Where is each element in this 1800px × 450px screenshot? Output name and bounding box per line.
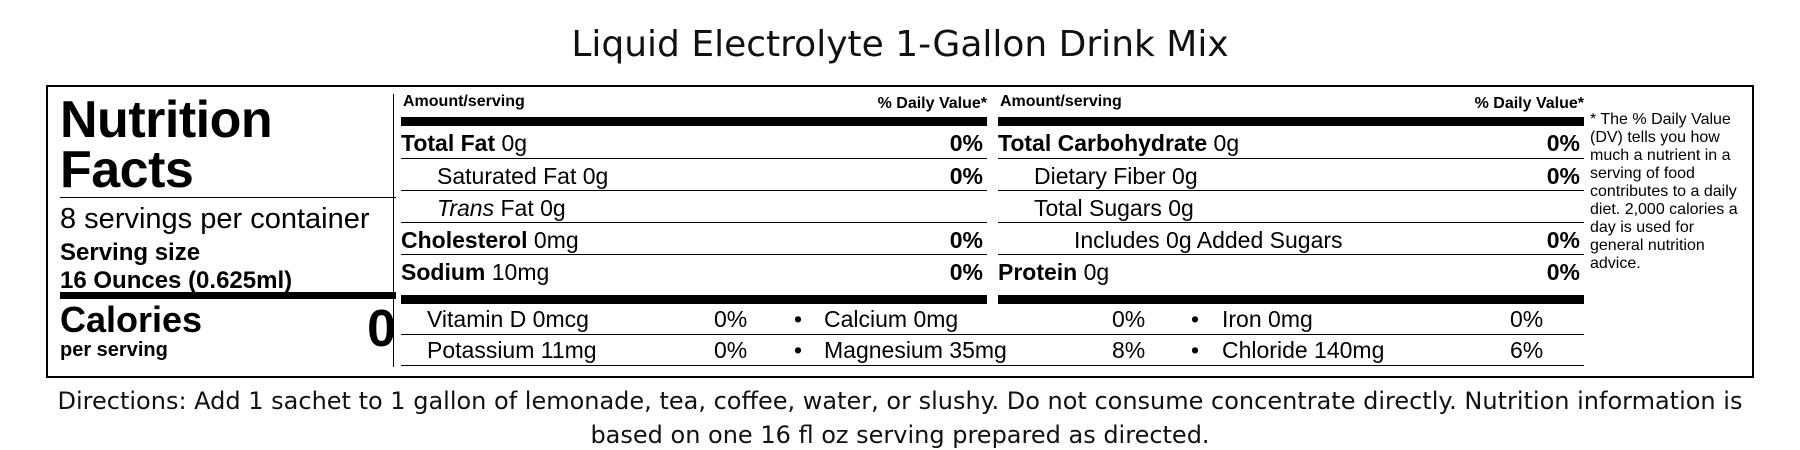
nutrient-row-saturated-fat: Saturated Fat 0g 0% [401,158,987,190]
nutrition-facts-heading: Nutrition Facts [60,91,273,199]
calories-sub-label: per serving [60,339,168,361]
iron-pct: 0% [1510,306,1544,332]
nutrient-row-protein: Protein 0g 0% [998,254,1584,286]
nutrient-row-total-carbohydrate: Total Carbohydrate 0g 0% [998,130,1580,156]
directions-text: Directions: Add 1 sachet to 1 gallon of … [57,387,1743,449]
nutrient-row-cholesterol: Cholesterol 0mg 0% [401,222,987,254]
iron-label: Iron 0mg [1222,306,1313,332]
nutrient-row-total-fat: Total Fat 0g 0% [401,130,983,156]
header-bar [401,117,987,126]
potassium-pct: 0% [714,337,748,363]
calcium-label: Calcium 0mg [824,306,959,332]
nutrient-row-dietary-fiber: Dietary Fiber 0g 0% [998,158,1584,190]
chloride-label: Chloride 140mg [1222,337,1385,363]
amount-header: Amount/serving [403,93,525,110]
chloride-pct: 6% [1510,337,1544,363]
nutrition-summary: Nutrition Facts 8 servings per container… [60,87,396,376]
nutrient-column-2: Amount/serving % Daily Value* Total Carb… [998,87,1584,287]
vitamin-d-pct: 0% [714,306,748,332]
bullet: • [794,306,803,332]
amount-header: Amount/serving [1000,93,1122,110]
nutrient-row-added-sugars: Includes 0g Added Sugars 0% [998,222,1584,254]
nutrient-row-sodium: Sodium 10mg 0% [401,254,987,286]
vitamins-row-1: Vitamin D 0mcg 0% • Calcium 0mg 0% • Iro… [401,304,1584,334]
serving-size-label: Serving size [60,239,201,266]
nutrient-row-total-sugars: Total Sugars 0g [998,190,1584,222]
calories-value: 0 [367,300,396,358]
divider [401,334,1584,335]
potassium-label: Potassium 11mg [427,337,597,363]
daily-value-header: % Daily Value* [1474,95,1584,112]
nutrient-row-trans-fat: Trans Fat 0g [401,190,987,222]
magnesium-pct: 8% [1112,337,1146,363]
header-bar [998,117,1584,126]
bullet: • [794,337,803,363]
daily-value-header: % Daily Value* [877,95,987,112]
column-header: Amount/serving % Daily Value* [998,93,1584,115]
page-title: Liquid Electrolyte 1-Gallon Drink Mix [571,24,1229,65]
divider [60,197,396,198]
daily-value-footnote: * The % Daily Value (DV) tells you how m… [1590,111,1738,272]
magnesium-label: Magnesium 35mg [824,337,1007,363]
divider-thick [60,292,396,299]
calcium-pct: 0% [1112,306,1146,332]
bullet: • [1191,306,1200,332]
serving-size-value: 16 Ounces (0.625ml) [60,267,293,294]
calories-label: Calories [60,299,203,340]
vitamin-d-label: Vitamin D 0mcg [427,306,589,332]
servings-per-container: 8 servings per container [60,203,370,235]
nutrition-facts-panel: Nutrition Facts 8 servings per container… [46,85,1754,378]
column-header: Amount/serving % Daily Value* [401,93,987,115]
vertical-divider [393,94,394,367]
divider [401,365,1584,366]
thick-bar [998,295,1584,304]
nutrient-column-1: Amount/serving % Daily Value* Total Fat … [401,87,987,287]
vitamins-row-2: Potassium 11mg 0% • Magnesium 35mg 8% • … [401,335,1584,365]
thick-bar [401,295,987,304]
bullet: • [1191,337,1200,363]
